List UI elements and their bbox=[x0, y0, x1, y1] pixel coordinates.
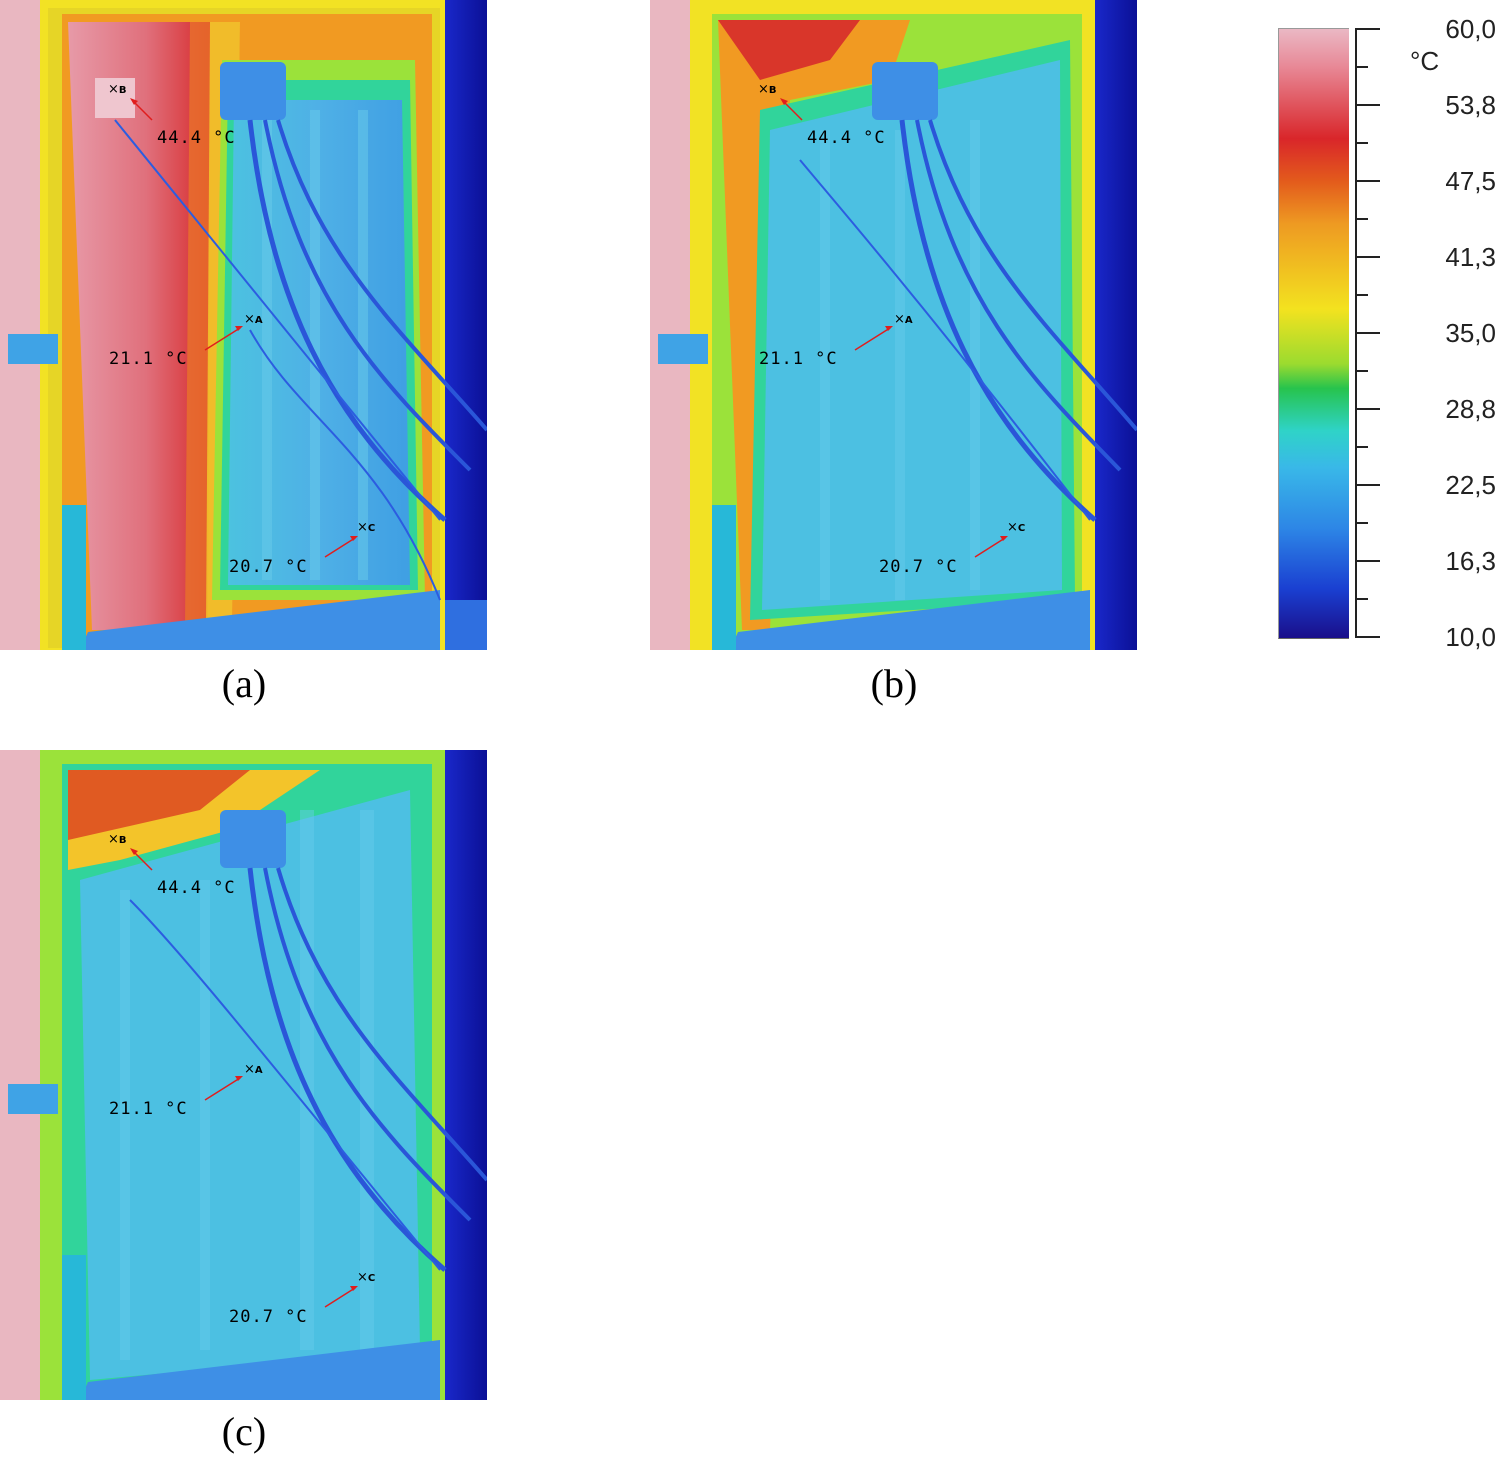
colorbar-label: 16,3 bbox=[1445, 546, 1496, 576]
caption-b: (b) bbox=[870, 661, 918, 706]
marker-b: ×B bbox=[108, 832, 127, 847]
marker-c: ×C bbox=[357, 1270, 376, 1285]
colorbar-label: 28,8 bbox=[1445, 394, 1496, 424]
temp-label-a: 21.1 °C bbox=[759, 349, 838, 369]
colorbar-label: 10,0 bbox=[1445, 622, 1496, 652]
thermal-scene-c bbox=[0, 750, 487, 1400]
colorbar-axis bbox=[1355, 28, 1380, 638]
thermal-scene-b bbox=[650, 0, 1137, 650]
thermal-image-c: ×B ×A ×C 44.4 °C 21.1 °C 20.7 °C bbox=[0, 750, 487, 1400]
colorbar-unit: °C bbox=[1410, 46, 1440, 76]
marker-b: ×B bbox=[108, 82, 127, 97]
thermal-scene-a bbox=[0, 0, 487, 650]
temp-label-a: 21.1 °C bbox=[109, 1099, 188, 1119]
colorbar-label: 53,8 bbox=[1445, 90, 1496, 120]
colorbar-label: 60,0 bbox=[1445, 14, 1496, 44]
colorbar-label: 35,0 bbox=[1445, 318, 1496, 348]
temperature-colorbar bbox=[1278, 28, 1349, 639]
temp-label-c: 20.7 °C bbox=[879, 557, 958, 577]
marker-c: ×C bbox=[357, 520, 376, 535]
temp-label-b: 44.4 °C bbox=[807, 128, 886, 148]
caption-a: (a) bbox=[221, 661, 267, 706]
temp-label-c: 20.7 °C bbox=[229, 1307, 308, 1327]
marker-a: ×A bbox=[244, 1062, 263, 1077]
marker-a: ×A bbox=[244, 312, 263, 327]
marker-b: ×B bbox=[758, 82, 777, 97]
caption-c: (c) bbox=[221, 1409, 267, 1454]
marker-a: ×A bbox=[894, 312, 913, 327]
colorbar-label: 22,5 bbox=[1445, 470, 1496, 500]
colorbar-label: 47,5 bbox=[1445, 166, 1496, 196]
thermal-image-b: ×B ×A ×C 44.4 °C 21.1 °C 20.7 °C bbox=[650, 0, 1137, 650]
temp-label-b: 44.4 °C bbox=[157, 128, 236, 148]
marker-c: ×C bbox=[1007, 520, 1026, 535]
temp-label-c: 20.7 °C bbox=[229, 557, 308, 577]
thermal-image-a: ×B ×A ×C 44.4 °C 21.1 °C 20.7 °C bbox=[0, 0, 487, 650]
temp-label-a: 21.1 °C bbox=[109, 349, 188, 369]
temp-label-b: 44.4 °C bbox=[157, 878, 236, 898]
colorbar-label: 41,3 bbox=[1445, 242, 1496, 272]
